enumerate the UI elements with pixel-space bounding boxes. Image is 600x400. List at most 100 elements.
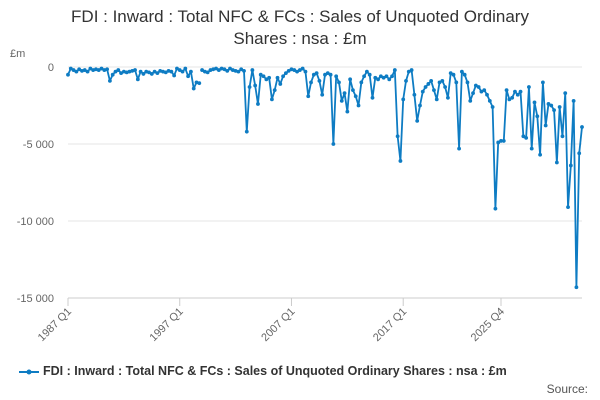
data-point[interactable] bbox=[216, 68, 221, 72]
data-point[interactable] bbox=[256, 102, 260, 106]
data-point[interactable] bbox=[317, 78, 322, 83]
data-point[interactable] bbox=[236, 69, 241, 74]
data-point[interactable] bbox=[507, 97, 512, 102]
data-point[interactable] bbox=[409, 68, 414, 72]
data-point[interactable] bbox=[200, 68, 204, 72]
data-point[interactable] bbox=[99, 66, 104, 71]
data-point[interactable] bbox=[323, 72, 327, 77]
data-point[interactable] bbox=[239, 67, 244, 72]
data-point[interactable] bbox=[253, 83, 258, 88]
data-point[interactable] bbox=[563, 91, 568, 96]
chart-legend[interactable]: FDI : Inward : Total NFC & FCs : Sales o… bbox=[18, 364, 507, 378]
data-point[interactable] bbox=[359, 80, 364, 85]
data-point[interactable] bbox=[314, 71, 319, 76]
data-point[interactable] bbox=[105, 67, 110, 72]
data-point[interactable] bbox=[325, 71, 330, 76]
data-point[interactable] bbox=[373, 75, 378, 80]
data-point[interactable] bbox=[387, 77, 392, 82]
data-point[interactable] bbox=[549, 103, 554, 108]
data-point[interactable] bbox=[437, 80, 442, 85]
data-point[interactable] bbox=[432, 88, 436, 92]
data-point[interactable] bbox=[412, 92, 417, 97]
data-point[interactable] bbox=[135, 77, 140, 82]
data-point[interactable] bbox=[303, 69, 308, 74]
data-point[interactable] bbox=[378, 74, 383, 79]
data-point[interactable] bbox=[554, 160, 559, 165]
data-point[interactable] bbox=[451, 72, 456, 77]
data-point[interactable] bbox=[515, 92, 520, 97]
data-point[interactable] bbox=[426, 82, 431, 86]
data-point[interactable] bbox=[482, 88, 487, 92]
data-point[interactable] bbox=[85, 69, 90, 74]
data-point[interactable] bbox=[490, 105, 495, 109]
data-point[interactable] bbox=[560, 134, 565, 139]
data-point[interactable] bbox=[261, 74, 266, 79]
data-point[interactable] bbox=[183, 66, 188, 71]
data-point[interactable] bbox=[404, 78, 408, 83]
data-point[interactable] bbox=[568, 163, 573, 168]
data-point[interactable] bbox=[529, 146, 534, 151]
data-point[interactable] bbox=[71, 68, 76, 72]
data-point[interactable] bbox=[557, 105, 562, 109]
data-point[interactable] bbox=[546, 102, 551, 106]
data-point[interactable] bbox=[264, 77, 269, 82]
data-point[interactable] bbox=[543, 123, 548, 128]
data-point[interactable] bbox=[189, 69, 193, 74]
data-point[interactable] bbox=[225, 68, 230, 73]
data-point[interactable] bbox=[311, 72, 316, 77]
data-point[interactable] bbox=[88, 66, 93, 71]
data-point[interactable] bbox=[532, 100, 537, 105]
data-point[interactable] bbox=[138, 69, 143, 74]
data-point[interactable] bbox=[473, 83, 478, 88]
data-point[interactable] bbox=[501, 139, 506, 143]
data-point[interactable] bbox=[141, 72, 146, 76]
data-point[interactable] bbox=[521, 134, 526, 139]
data-point[interactable] bbox=[571, 98, 576, 103]
data-point[interactable] bbox=[370, 95, 375, 100]
data-point[interactable] bbox=[443, 85, 448, 89]
data-point[interactable] bbox=[250, 68, 255, 72]
data-point[interactable] bbox=[527, 85, 531, 89]
data-point[interactable] bbox=[574, 285, 579, 290]
data-point[interactable] bbox=[163, 70, 168, 75]
data-point[interactable] bbox=[113, 69, 118, 74]
data-point[interactable] bbox=[197, 81, 202, 86]
data-point[interactable] bbox=[334, 74, 339, 79]
data-point[interactable] bbox=[270, 97, 274, 102]
data-point[interactable] bbox=[376, 77, 380, 82]
data-point[interactable] bbox=[82, 68, 87, 72]
data-point[interactable] bbox=[110, 72, 115, 77]
data-point[interactable] bbox=[275, 75, 280, 80]
data-point[interactable] bbox=[283, 71, 288, 76]
data-point[interactable] bbox=[552, 108, 556, 113]
data-point[interactable] bbox=[191, 86, 196, 91]
data-point[interactable] bbox=[415, 119, 420, 123]
data-point[interactable] bbox=[152, 69, 157, 74]
data-point[interactable] bbox=[448, 71, 453, 76]
data-point[interactable] bbox=[476, 85, 481, 89]
data-point[interactable] bbox=[272, 88, 277, 92]
data-point[interactable] bbox=[471, 91, 475, 96]
data-point[interactable] bbox=[398, 159, 403, 163]
data-point[interactable] bbox=[214, 66, 218, 71]
data-point[interactable] bbox=[566, 205, 570, 210]
data-point[interactable] bbox=[446, 95, 450, 100]
data-point[interactable] bbox=[362, 74, 367, 79]
data-point[interactable] bbox=[485, 92, 489, 97]
data-point[interactable] bbox=[96, 68, 101, 72]
data-point[interactable] bbox=[390, 74, 394, 79]
data-point[interactable] bbox=[149, 72, 154, 76]
data-point[interactable] bbox=[133, 68, 137, 72]
data-point[interactable] bbox=[297, 68, 302, 72]
data-point[interactable] bbox=[258, 72, 263, 77]
data-point[interactable] bbox=[420, 89, 425, 94]
data-point[interactable] bbox=[309, 80, 313, 85]
data-point[interactable] bbox=[244, 129, 249, 134]
data-point[interactable] bbox=[540, 80, 545, 85]
data-point[interactable] bbox=[577, 151, 582, 156]
data-point[interactable] bbox=[242, 68, 246, 73]
data-point[interactable] bbox=[180, 69, 185, 74]
data-point[interactable] bbox=[177, 68, 182, 72]
data-point[interactable] bbox=[395, 134, 400, 139]
data-point[interactable] bbox=[68, 66, 73, 71]
